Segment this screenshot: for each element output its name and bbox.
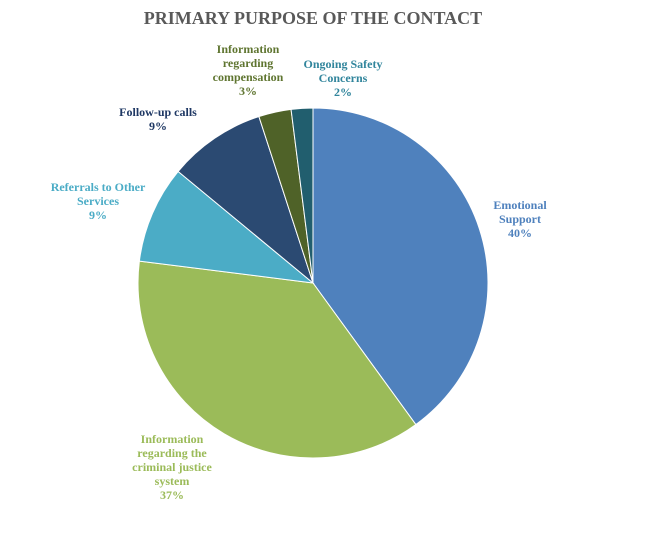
category-label: Follow-up calls: [119, 105, 197, 119]
value-label: 3%: [239, 84, 257, 98]
pie-slice: [138, 170, 315, 284]
value-label: 9%: [149, 119, 167, 133]
slice-label: Referrals to Other Services 9%: [48, 180, 148, 222]
slice-label: Information regarding compensation 3%: [198, 42, 298, 98]
category-label: Information regarding compensation: [212, 42, 284, 84]
pie-slice: [312, 107, 489, 426]
slice-label: Follow-up calls 9%: [108, 105, 208, 133]
pie-slice: [137, 260, 417, 459]
value-label: 9%: [89, 208, 107, 222]
value-label: 37%: [160, 488, 184, 502]
value-label: 2%: [334, 85, 352, 99]
chart-title: PRIMARY PURPOSE OF THE CONTACT: [143, 8, 483, 28]
category-label: Emotional Support: [493, 198, 547, 226]
category-label: Referrals to Other Services: [50, 180, 146, 208]
slice-label: Ongoing Safety Concerns 2%: [293, 57, 393, 99]
category-label: Information regarding the criminal justi…: [132, 432, 212, 488]
pie-slice: [177, 115, 315, 285]
slice-label: Emotional Support 40%: [475, 198, 565, 240]
slice-label: Information regarding the criminal justi…: [117, 432, 227, 502]
category-label: Ongoing Safety Concerns: [303, 57, 383, 85]
pie-slice: [290, 107, 314, 284]
value-label: 40%: [508, 226, 532, 240]
